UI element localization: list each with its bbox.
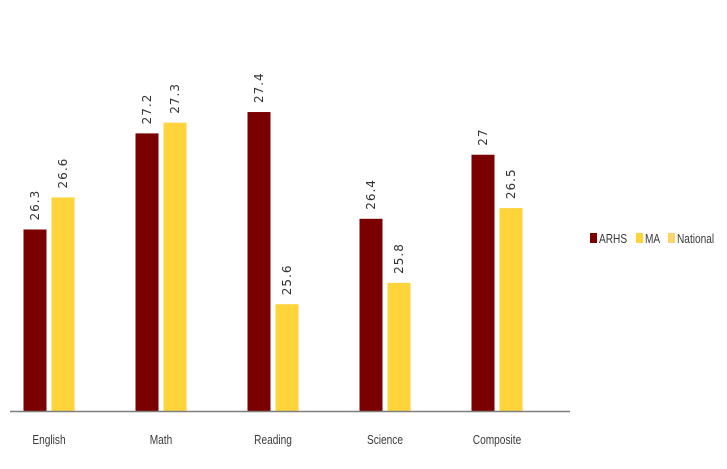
legend: ARHS MA National xyxy=(590,232,714,246)
x-tick-labels-group: English Math Reading Science Composite xyxy=(32,433,521,447)
legend-swatch-national xyxy=(668,233,675,243)
bar-ma-reading xyxy=(275,304,299,411)
bar-arhs-math xyxy=(135,133,159,412)
data-label-ma-science: 25.8 xyxy=(392,243,406,274)
bar-arhs-science xyxy=(359,218,383,411)
data-label-ma-math: 27.3 xyxy=(168,83,182,114)
bar-arhs-composite xyxy=(471,154,495,411)
bar-ma-science xyxy=(387,282,411,411)
legend-swatch-ma xyxy=(636,233,643,243)
bar-arhs-reading xyxy=(247,112,271,411)
x-tick-label-science: Science xyxy=(367,433,403,447)
data-label-arhs-science: 26.4 xyxy=(364,179,378,210)
data-label-arhs-composite: 27 xyxy=(476,128,490,145)
data-label-arhs-reading: 27.4 xyxy=(252,72,266,103)
legend-label-national: National xyxy=(677,232,714,246)
data-label-arhs-math: 27.2 xyxy=(140,94,154,125)
data-labels-group: 26.3 26.6 27.2 27.3 27.4 25.6 26.4 25.8 27 26.5 xyxy=(28,72,518,295)
data-label-ma-composite: 26.5 xyxy=(504,168,518,199)
legend-label-arhs: ARHS xyxy=(599,232,627,246)
bar-ma-english xyxy=(51,197,75,411)
bar-ma-math xyxy=(163,122,187,411)
x-tick-label-reading: Reading xyxy=(254,433,292,447)
bar-arhs-english xyxy=(23,229,47,411)
x-tick-label-math: Math xyxy=(150,433,173,447)
x-tick-label-composite: Composite xyxy=(473,433,521,447)
data-label-ma-english: 26.6 xyxy=(56,158,70,189)
data-label-ma-reading: 25.6 xyxy=(280,265,294,296)
bar-ma-composite xyxy=(499,208,523,411)
x-tick-label-english: English xyxy=(32,433,65,447)
legend-label-ma: MA xyxy=(645,232,660,246)
bars-group xyxy=(23,112,523,412)
data-label-arhs-english: 26.3 xyxy=(28,190,42,221)
legend-swatch-arhs xyxy=(590,233,597,243)
